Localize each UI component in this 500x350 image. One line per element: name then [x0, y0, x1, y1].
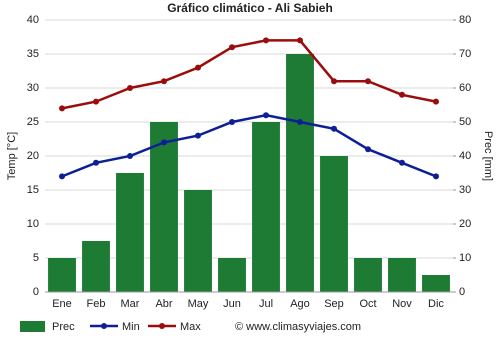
point: [93, 98, 99, 105]
y2-tick-label: 50: [459, 116, 471, 128]
point: [161, 78, 167, 85]
y-tick-label: 35: [27, 48, 39, 60]
point: [195, 64, 201, 71]
legend-swatch: [159, 323, 165, 329]
point: [297, 37, 303, 44]
point: [195, 132, 201, 139]
point: [433, 98, 439, 105]
x-tick-label: Mar: [121, 298, 140, 310]
x-tick-label: Abr: [155, 298, 172, 310]
point: [59, 105, 65, 112]
y2-tick-label: 60: [459, 82, 471, 94]
point: [399, 159, 405, 166]
point: [433, 173, 439, 180]
bar: [184, 190, 212, 292]
point: [263, 112, 269, 119]
point: [365, 146, 371, 153]
y-tick-label: 10: [27, 218, 39, 230]
point: [127, 153, 133, 159]
point: [399, 91, 405, 98]
bar: [252, 122, 280, 292]
y-tick-label: 5: [33, 252, 39, 264]
x-tick-label: Ene: [52, 298, 72, 310]
point: [331, 125, 337, 132]
bar: [320, 156, 348, 292]
legend-swatch: [101, 323, 107, 329]
bar: [388, 258, 416, 292]
point: [331, 78, 337, 85]
y2-tick-label: 10: [459, 252, 471, 264]
x-tick-label: Sep: [324, 298, 344, 310]
x-tick-label: Ago: [290, 298, 310, 310]
x-tick-label: Dic: [428, 298, 444, 310]
x-tick-label: Jun: [223, 298, 241, 310]
y-tick-label: 15: [27, 184, 39, 196]
y-tick-label: 25: [27, 116, 39, 128]
x-tick-label: Oct: [359, 298, 376, 310]
y-tick-label: 30: [27, 82, 39, 94]
y-tick-label: 20: [27, 150, 39, 162]
x-tick-label: Jul: [259, 298, 273, 310]
bar: [150, 122, 178, 292]
line: [61, 39, 437, 110]
legend-label: Max: [180, 321, 201, 333]
point: [229, 119, 235, 125]
chart-title: Gráfico climático - Ali Sabieh: [167, 1, 333, 15]
x-tick-label: May: [188, 298, 209, 310]
y2-tick-label: 30: [459, 184, 471, 196]
bar: [286, 54, 314, 292]
y-axis-label: Temp [°C]: [6, 132, 18, 180]
y-tick-label: 40: [27, 14, 39, 26]
point: [93, 159, 99, 166]
y2-tick-label: 80: [459, 14, 471, 26]
legend-label: Min: [122, 321, 140, 333]
bar: [48, 258, 76, 292]
point: [365, 78, 371, 85]
credit: © www.climasyviajes.com: [235, 321, 361, 333]
x-tick-label: Feb: [87, 298, 106, 310]
point: [59, 173, 65, 180]
x-tick-label: Nov: [392, 298, 412, 310]
legend-label: Prec: [52, 321, 75, 333]
legend-swatch: [20, 321, 45, 332]
bar: [354, 258, 382, 292]
y2-tick-label: 0: [459, 286, 465, 298]
point: [263, 37, 269, 44]
bar: [218, 258, 246, 292]
point: [127, 85, 133, 91]
line: [61, 113, 437, 178]
point: [161, 139, 167, 146]
bar: [422, 275, 450, 292]
bar: [116, 173, 144, 292]
y2-tick-label: 20: [459, 218, 471, 230]
y2-tick-label: 70: [459, 48, 471, 60]
y-tick-label: 0: [33, 286, 39, 298]
point: [229, 44, 235, 51]
y2-axis-label: Prec [mm]: [482, 131, 494, 181]
bar: [82, 241, 110, 292]
y2-tick-label: 40: [459, 150, 471, 162]
point: [297, 119, 303, 125]
